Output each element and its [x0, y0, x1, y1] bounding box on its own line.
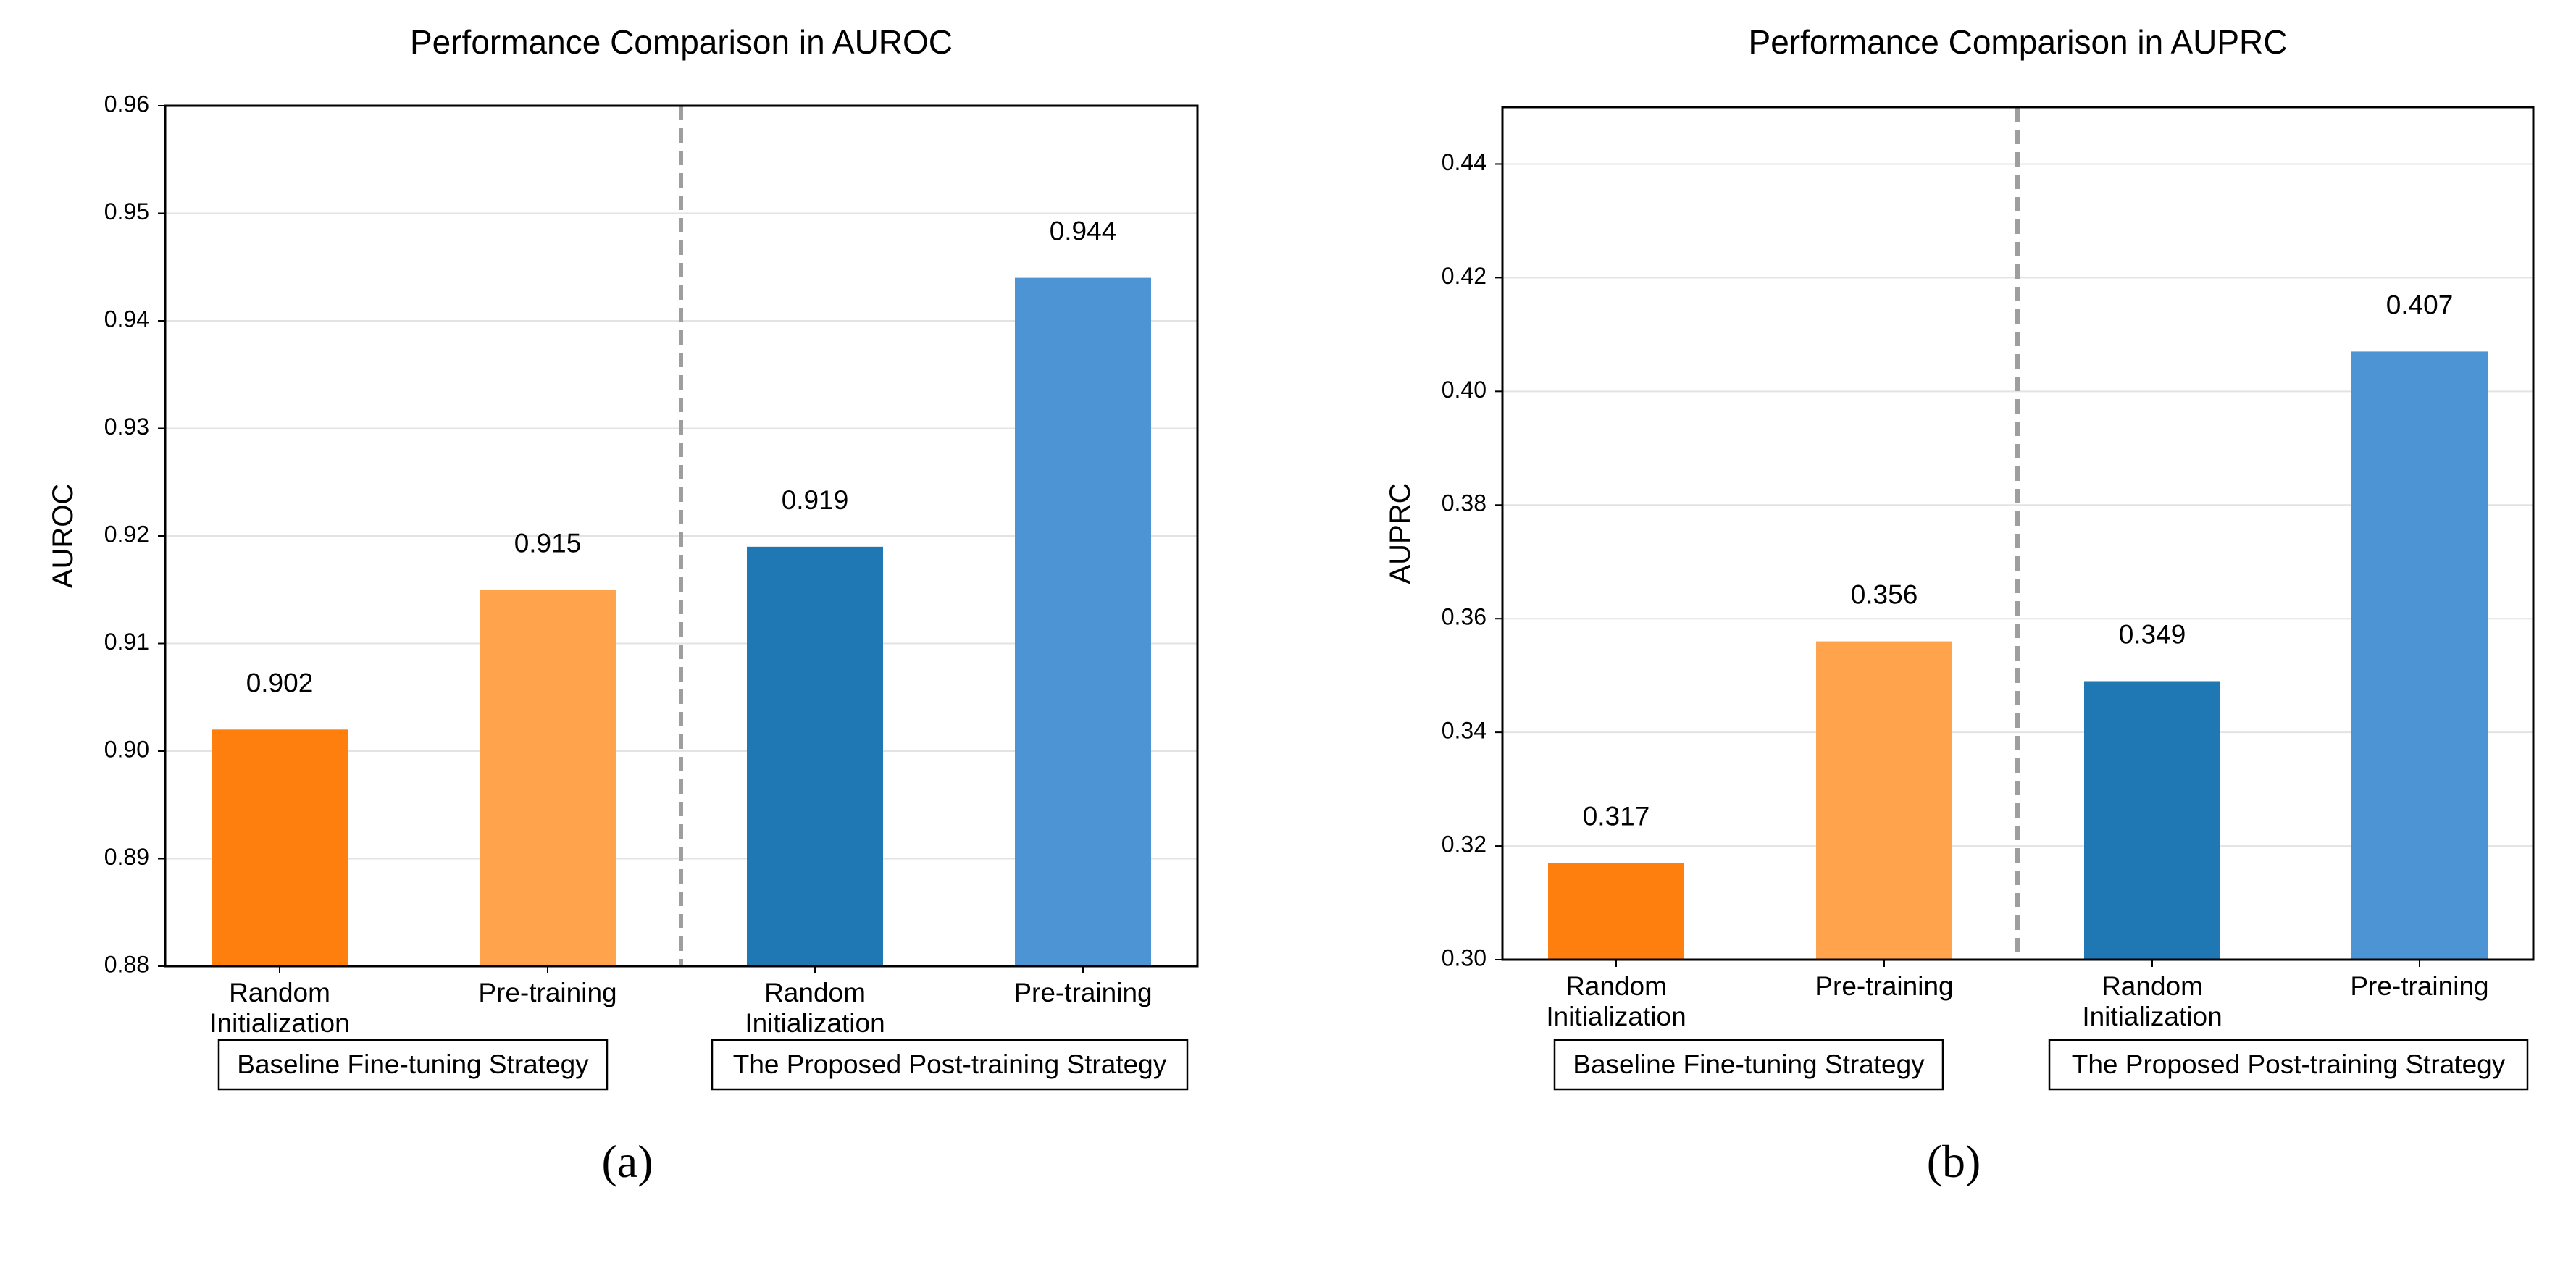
y-tick-label: 0.92 — [104, 521, 149, 547]
group-label: The Proposed Post-training Strategy — [2072, 1049, 2506, 1079]
y-tick-label: 0.91 — [104, 629, 149, 655]
x-category-label: Pre-training — [1013, 978, 1152, 1007]
y-axis-label: AUPRC — [1384, 482, 1416, 584]
y-tick-label: 0.93 — [104, 414, 149, 440]
y-axis-label: AUROC — [47, 484, 79, 588]
group-label-box — [711, 1039, 1189, 1091]
x-category-label: Random Initialization — [2082, 971, 2222, 1031]
chart-title: Performance Comparison in AUPRC — [1749, 23, 2288, 61]
y-tick-label: 0.40 — [1442, 377, 1486, 403]
bar-value-label: 0.919 — [782, 485, 849, 515]
group-label-box — [217, 1039, 609, 1091]
y-tick-label: 0.88 — [104, 951, 149, 977]
x-category-label: Pre-training — [2350, 971, 2488, 1001]
bar-value-label: 0.317 — [1583, 802, 1650, 831]
y-tick-label: 0.32 — [1442, 831, 1486, 858]
y-tick-label: 0.94 — [104, 306, 149, 332]
y-tick-label: 0.42 — [1442, 263, 1486, 289]
bar — [480, 590, 616, 966]
plot-frame — [164, 104, 1199, 968]
y-tick-label: 0.96 — [104, 91, 149, 117]
y-tick-label: 0.90 — [104, 736, 149, 762]
y-tick-label: 0.89 — [104, 844, 149, 870]
bar-value-label: 0.902 — [246, 668, 314, 697]
y-tick-label: 0.95 — [104, 198, 149, 225]
group-label: Baseline Fine-tuning Strategy — [237, 1049, 589, 1079]
bar-value-label: 0.356 — [1851, 580, 1918, 610]
y-tick-label: 0.38 — [1442, 490, 1486, 516]
bar — [1548, 863, 1684, 960]
bar — [747, 546, 883, 966]
bar — [1816, 641, 1952, 960]
x-category-label: Pre-training — [478, 978, 616, 1007]
chart-title: Performance Comparison in AUROC — [410, 23, 953, 61]
plot-frame — [1501, 106, 2535, 961]
y-tick-label: 0.36 — [1442, 604, 1486, 630]
bar — [2084, 681, 2220, 960]
group-label: Baseline Fine-tuning Strategy — [1573, 1049, 1925, 1079]
group-label: The Proposed Post-training Strategy — [733, 1049, 1167, 1079]
chart-panel-1: 0.88 0.89 0.90 0.91 0.92 0.93 0.94 0.95 0.96 0.90… — [47, 23, 1199, 1187]
x-category-label: Random Initialization — [1546, 971, 1686, 1031]
x-category-label: Pre-training — [1815, 971, 1953, 1001]
x-category-label: Random Initialization — [745, 978, 885, 1038]
bar-value-label: 0.944 — [1050, 217, 1117, 246]
bar-value-label: 0.407 — [2386, 290, 2454, 319]
bar — [2351, 351, 2488, 960]
chart-panel-2: 0.30 0.32 0.34 0.36 0.38 0.40 0.42 0.44 0.317 0.3… — [1384, 23, 2535, 1187]
panel-caption: (a) — [601, 1136, 653, 1187]
bar-value-label: 0.349 — [2119, 620, 2186, 650]
group-label-box — [1553, 1039, 1944, 1091]
panel-caption: (b) — [1927, 1136, 1981, 1187]
bar — [1015, 277, 1151, 967]
x-category-label: Random Initialization — [209, 978, 349, 1038]
bar-value-label: 0.915 — [514, 528, 582, 558]
y-tick-label: 0.34 — [1442, 718, 1486, 744]
y-tick-label: 0.44 — [1442, 149, 1486, 175]
y-tick-label: 0.30 — [1442, 944, 1486, 971]
bar — [212, 729, 348, 966]
group-label-box — [2048, 1039, 2529, 1091]
